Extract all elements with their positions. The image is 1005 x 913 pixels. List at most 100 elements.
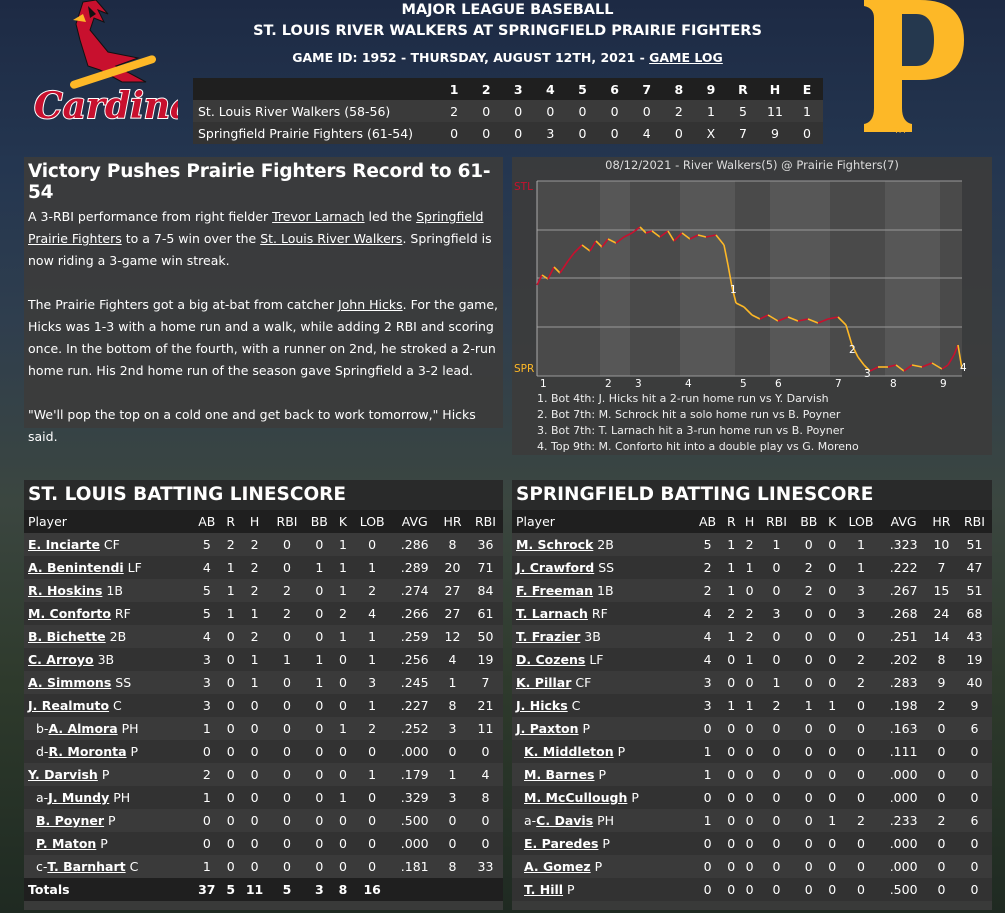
player-link[interactable]: K. Middleton xyxy=(524,744,614,759)
stat-cell: 3 xyxy=(351,671,393,694)
player-link[interactable]: M. McCullough xyxy=(524,790,628,805)
player-link[interactable]: D. Cozens xyxy=(516,652,586,667)
stat-cell: 0 xyxy=(840,717,882,740)
player-link[interactable]: B. Bichette xyxy=(28,629,106,644)
stat-cell: .286 xyxy=(392,533,438,556)
stat-cell: 19 xyxy=(956,648,992,671)
player-link[interactable]: M. Conforto xyxy=(28,606,111,621)
stat-cell: 0 xyxy=(722,832,741,855)
stat-cell: 0 xyxy=(793,648,824,671)
stat-cell: 2 xyxy=(740,602,759,625)
recap-link[interactable]: St. Louis River Walkers xyxy=(260,231,403,246)
stat-cell: 0 xyxy=(740,579,759,602)
stat-cell: 11 xyxy=(467,717,503,740)
spr-col-k: K xyxy=(823,510,841,533)
wp-segment xyxy=(827,316,839,320)
player-link[interactable]: A. Almora xyxy=(48,721,118,736)
stat-cell: 0 xyxy=(221,740,240,763)
player-link[interactable]: C. Arroyo xyxy=(28,652,94,667)
recap-link[interactable]: Springfield Prairie Fighters xyxy=(28,209,484,246)
player-link[interactable]: F. Freeman xyxy=(516,583,594,598)
player-link[interactable]: R. Moronta xyxy=(48,744,127,759)
wp-segment xyxy=(787,316,799,322)
stat-cell: 0 xyxy=(221,648,240,671)
stat-cell: 4 xyxy=(467,763,503,786)
stat-cell: 0 xyxy=(840,740,882,763)
stat-cell: 0 xyxy=(304,533,335,556)
stat-cell: 0 xyxy=(758,717,794,740)
game-log-link[interactable]: GAME LOG xyxy=(649,50,723,65)
player-link[interactable]: A. Benintendi xyxy=(28,560,124,575)
stat-cell: 1 xyxy=(334,786,352,809)
player-link[interactable]: A. Gomez xyxy=(524,859,591,874)
stat-cell: 12 xyxy=(437,625,468,648)
stat-cell: 3 xyxy=(758,602,794,625)
player-link[interactable]: K. Pillar xyxy=(516,675,572,690)
recap-link[interactable]: John Hicks xyxy=(337,297,403,312)
player-cell: T. Hill P xyxy=(512,878,693,901)
stat-cell: 0 xyxy=(334,809,352,832)
player-link[interactable]: E. Inciarte xyxy=(28,537,100,552)
stat-cell: 0 xyxy=(221,786,240,809)
stat-cell: 50 xyxy=(467,625,503,648)
spr-col-player: Player xyxy=(512,510,693,533)
player-link[interactable]: T. Barnhart xyxy=(47,859,126,874)
stat-cell: 0 xyxy=(269,740,305,763)
stat-cell: 1 xyxy=(793,694,824,717)
stat-cell: 3 xyxy=(191,648,222,671)
player-position: P xyxy=(97,767,110,782)
stat-cell: 0 xyxy=(740,671,759,694)
wp-segment xyxy=(639,226,647,234)
stat-cell: 0 xyxy=(722,717,741,740)
player-position: P xyxy=(594,767,606,782)
recap-link[interactable]: Trevor Larnach xyxy=(272,209,365,224)
player-link[interactable]: T. Hill xyxy=(524,882,564,897)
player-row: K. Middleton P 1 0 0 0 0 0 0.111 0 0 xyxy=(512,740,992,763)
wp-segment xyxy=(631,226,641,234)
player-link[interactable]: B. Poyner xyxy=(36,813,105,828)
stat-cell: 0 xyxy=(956,878,992,901)
stat-cell: 1 xyxy=(239,671,270,694)
player-link[interactable]: J. Realmuto xyxy=(28,698,110,713)
stat-cell: 2 xyxy=(692,579,723,602)
linescore-cell: 0 xyxy=(450,125,459,141)
linescore-header-9: 9 xyxy=(694,78,727,100)
player-link[interactable]: M. Barnes xyxy=(524,767,595,782)
player-link[interactable]: J. Paxton xyxy=(516,721,579,736)
player-link[interactable]: C. Davis xyxy=(536,813,594,828)
player-link[interactable]: A. Simmons xyxy=(28,675,112,690)
linescore-team-name: St. Louis River Walkers (58-56) xyxy=(198,103,391,119)
linescore-cell: 1 xyxy=(706,103,715,119)
player-cell: b-A. Almora PH xyxy=(24,717,192,740)
linescore-cell: 7 xyxy=(739,125,747,141)
player-link[interactable]: Y. Darvish xyxy=(28,767,98,782)
player-link[interactable]: M. Schrock xyxy=(516,537,594,552)
stat-cell: 0 xyxy=(740,832,759,855)
player-link[interactable]: R. Hoskins xyxy=(28,583,103,598)
stat-cell: 0 xyxy=(758,740,794,763)
player-position: SS xyxy=(111,675,132,690)
stat-cell: 51 xyxy=(956,533,992,556)
player-link[interactable]: J. Crawford xyxy=(516,560,595,575)
stat-cell: 0 xyxy=(925,717,957,740)
sub-prefix: d- xyxy=(36,744,49,759)
wp-segment xyxy=(911,364,923,368)
player-link[interactable]: T. Larnach xyxy=(516,606,588,621)
stat-cell: 0 xyxy=(221,717,240,740)
stat-cell: 1 xyxy=(740,556,759,579)
sub-prefix: a- xyxy=(36,790,49,805)
stat-cell: 0 xyxy=(740,763,759,786)
stat-cell: 1 xyxy=(437,763,468,786)
stat-cell: 2 xyxy=(191,763,222,786)
player-position: P xyxy=(578,721,591,736)
stat-cell: 5 xyxy=(692,533,723,556)
player-link[interactable]: T. Frazier xyxy=(516,629,581,644)
player-link[interactable]: P. Maton xyxy=(36,836,97,851)
player-link[interactable]: E. Paredes xyxy=(524,836,599,851)
stat-cell: 0 xyxy=(351,809,393,832)
stat-cell: 4 xyxy=(692,625,723,648)
player-link[interactable]: J. Mundy xyxy=(48,790,110,805)
player-cell: P. Maton P xyxy=(24,832,192,855)
player-link[interactable]: J. Hicks xyxy=(516,698,568,713)
wp-segment xyxy=(667,230,675,242)
